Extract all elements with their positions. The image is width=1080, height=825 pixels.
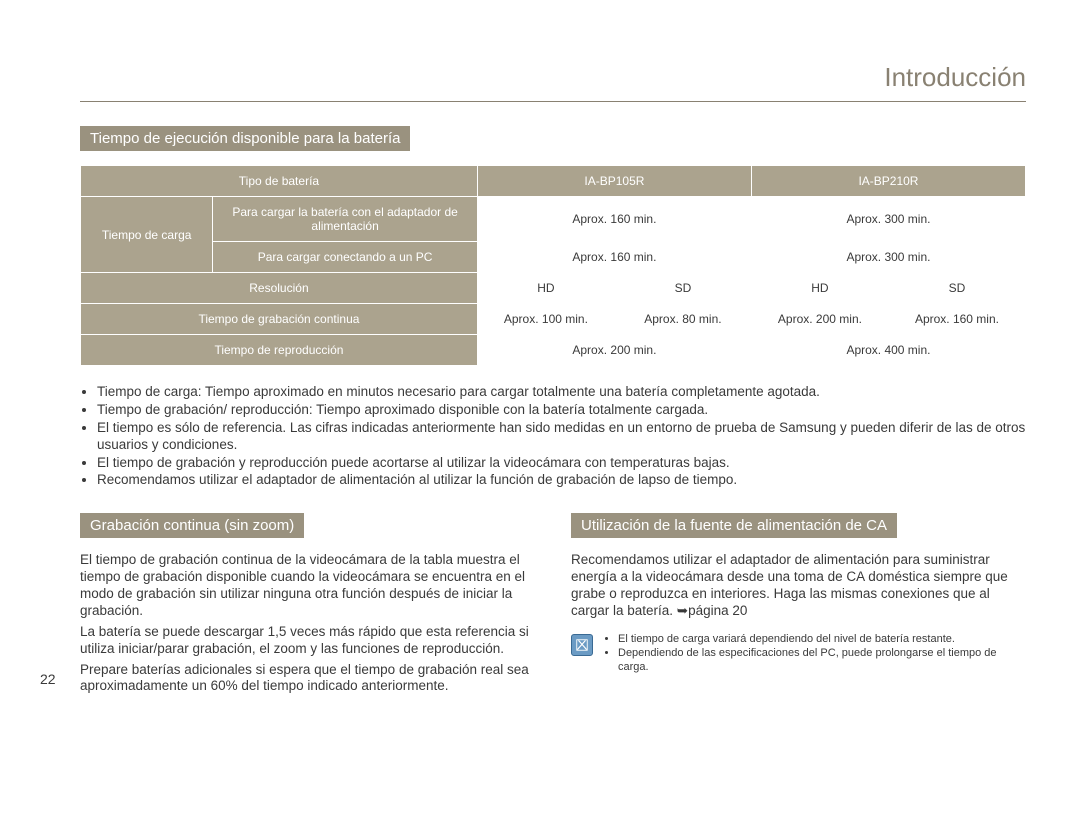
- note-list: El tiempo de carga variará dependiendo d…: [603, 632, 1026, 675]
- cell-charge-time-label: Tiempo de carga: [81, 197, 213, 273]
- bullet-item: Tiempo de carga: Tiempo aproximado en mi…: [97, 384, 1026, 401]
- bullet-item: El tiempo es sólo de referencia. Las cif…: [97, 420, 1026, 454]
- note-item: El tiempo de carga variará dependiendo d…: [618, 632, 1026, 646]
- bullet-list-main: Tiempo de carga: Tiempo aproximado en mi…: [80, 384, 1026, 489]
- cell-res-105r-sd: SD: [614, 273, 751, 304]
- cell-charge-pc-210r: Aprox. 300 min.: [751, 242, 1025, 273]
- cell-res-210r-sd: SD: [888, 273, 1025, 304]
- bullet-item: Tiempo de grabación/ reproducción: Tiemp…: [97, 402, 1026, 419]
- cell-charge-pc-105r: Aprox. 160 min.: [477, 242, 751, 273]
- cell-continuous-rec-label: Tiempo de grabación continua: [81, 304, 478, 335]
- two-column-layout: Grabación continua (sin zoom) El tiempo …: [80, 513, 1026, 699]
- battery-table: Tipo de batería IA-BP105R IA-BP210R Tiem…: [80, 165, 1026, 366]
- section-battery-time: Tiempo de ejecución disponible para la b…: [80, 126, 1026, 489]
- table-row: Tipo de batería IA-BP105R IA-BP210R: [81, 166, 1026, 197]
- cell-res-210r-hd: HD: [751, 273, 888, 304]
- heading-ac-power: Utilización de la fuente de alimentación…: [571, 513, 897, 538]
- cell-rec-210r-sd: Aprox. 160 min.: [888, 304, 1025, 335]
- table-row: Tiempo de reproducción Aprox. 200 min. A…: [81, 335, 1026, 366]
- note-icon: [571, 634, 593, 656]
- cell-battery-model-1: IA-BP105R: [477, 166, 751, 197]
- paragraph: Prepare baterías adicionales si espera q…: [80, 662, 535, 696]
- table-row: Tiempo de carga Para cargar la batería c…: [81, 197, 1026, 242]
- table-row: Resolución HD SD HD SD: [81, 273, 1026, 304]
- paragraph: La batería se puede descargar 1,5 veces …: [80, 624, 535, 658]
- bullet-item: El tiempo de grabación y reproducción pu…: [97, 455, 1026, 472]
- cell-rec-105r-sd: Aprox. 80 min.: [614, 304, 751, 335]
- cell-rec-210r-hd: Aprox. 200 min.: [751, 304, 888, 335]
- cell-charge-adapter-210r: Aprox. 300 min.: [751, 197, 1025, 242]
- page-container: Introducción Tiempo de ejecución disponi…: [0, 0, 1080, 729]
- cell-charge-adapter-label: Para cargar la batería con el adaptador …: [213, 197, 478, 242]
- table-row: Tiempo de grabación continua Aprox. 100 …: [81, 304, 1026, 335]
- paragraph: El tiempo de grabación continua de la vi…: [80, 552, 535, 620]
- cell-playback-label: Tiempo de reproducción: [81, 335, 478, 366]
- note-box: El tiempo de carga variará dependiendo d…: [571, 632, 1026, 675]
- left-column: Grabación continua (sin zoom) El tiempo …: [80, 513, 535, 699]
- heading-continuous-recording: Grabación continua (sin zoom): [80, 513, 304, 538]
- right-column: Utilización de la fuente de alimentación…: [571, 513, 1026, 699]
- cell-battery-model-2: IA-BP210R: [751, 166, 1025, 197]
- cell-playback-210r: Aprox. 400 min.: [751, 335, 1025, 366]
- cell-charge-adapter-105r: Aprox. 160 min.: [477, 197, 751, 242]
- note-item: Dependiendo de las especificaciones del …: [618, 646, 1026, 675]
- bullet-item: Recomendamos utilizar el adaptador de al…: [97, 472, 1026, 489]
- cell-playback-105r: Aprox. 200 min.: [477, 335, 751, 366]
- cell-charge-pc-label: Para cargar conectando a un PC: [213, 242, 478, 273]
- cell-battery-type-label: Tipo de batería: [81, 166, 478, 197]
- cell-res-105r-hd: HD: [477, 273, 614, 304]
- cell-resolution-label: Resolución: [81, 273, 478, 304]
- paragraph: Recomendamos utilizar el adaptador de al…: [571, 552, 1026, 620]
- page-title: Introducción: [80, 62, 1026, 102]
- page-number: 22: [40, 671, 56, 687]
- heading-battery-time: Tiempo de ejecución disponible para la b…: [80, 126, 410, 151]
- cell-rec-105r-hd: Aprox. 100 min.: [477, 304, 614, 335]
- table-row: Para cargar conectando a un PC Aprox. 16…: [81, 242, 1026, 273]
